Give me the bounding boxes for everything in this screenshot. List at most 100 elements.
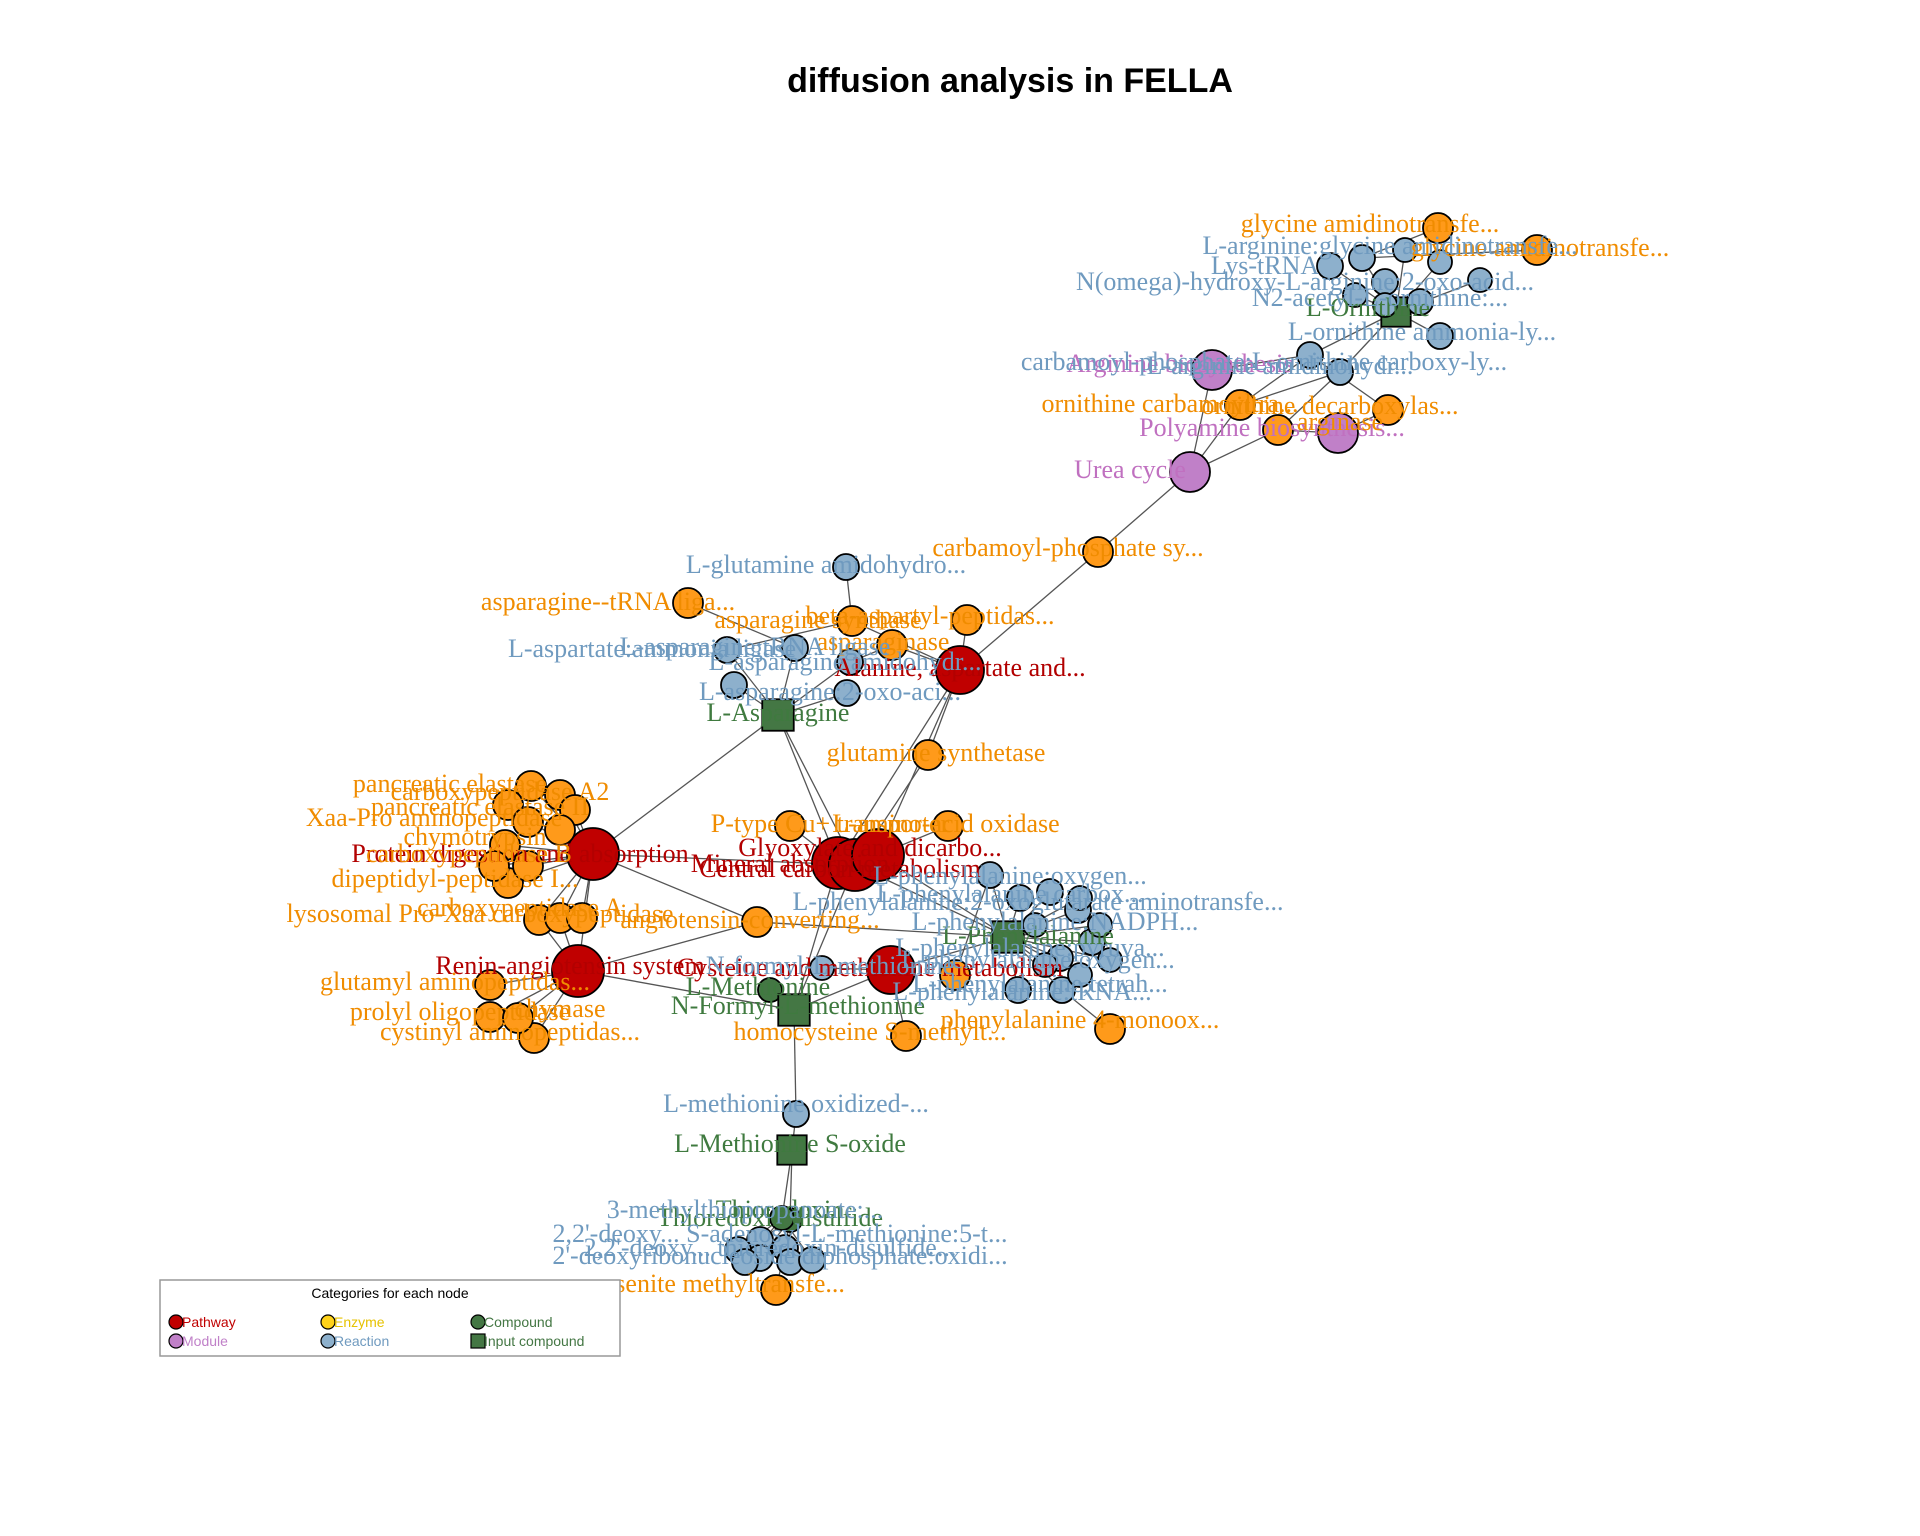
node-label: L-phenylalanine:tRNA...	[892, 977, 1151, 1006]
node-label: Central carbon metabolism	[699, 854, 981, 883]
legend-label: Pathway	[182, 1314, 236, 1330]
node-reaction	[1427, 249, 1453, 275]
node-pathway	[566, 827, 620, 881]
node-reaction	[1048, 976, 1076, 1004]
node-label: 2,2'-deoxy... S-adenosyl-L-methionine:5-…	[552, 1219, 1007, 1248]
node-reaction	[836, 648, 864, 676]
legend-box	[159, 1279, 621, 1357]
node-module	[1169, 451, 1211, 493]
node-label: glycine amidinotransfe...	[1411, 233, 1669, 262]
node-label: L-Methionine	[686, 972, 830, 1001]
node-reaction	[1467, 267, 1493, 293]
node-label: carbamoyl-phosphate:L-ornithine carboxy-…	[1021, 347, 1507, 376]
legend-marker	[168, 1314, 184, 1330]
node-label: Thioredoxin disulfide	[657, 1203, 883, 1232]
node-label: phenylalanine 4-monoox...	[941, 1005, 1220, 1034]
node-label: cystinyl aminopeptidas...	[380, 1017, 640, 1046]
node-label: beta-aspartyl-peptidas...	[805, 601, 1054, 630]
node-label: lysosomal Pro-Xaa carboxypeptidase	[286, 899, 673, 928]
node-label: Urea cycle	[1074, 455, 1186, 484]
node-label: arginase	[1297, 407, 1383, 436]
node-enzyme	[515, 770, 547, 802]
node-reaction	[720, 671, 748, 699]
node-label: asparaginase	[817, 627, 950, 656]
node-compound	[757, 977, 783, 1003]
node-reaction	[1426, 322, 1454, 350]
node-pathway	[851, 828, 905, 882]
node-enzyme	[876, 629, 908, 661]
node-label: carboxypeptidase A	[417, 893, 623, 922]
node-label: glycine amidinotransfe...	[1241, 209, 1499, 238]
node-enzyme	[1372, 394, 1404, 426]
node-enzyme	[1422, 212, 1454, 244]
node-label: L-arginine:glycine amidinotransfe...	[1203, 231, 1578, 260]
node-label: ornithine decarboxylas...	[1201, 391, 1458, 420]
node-enzyme	[951, 604, 983, 636]
node-label: carbamoyl-phosphate sy...	[932, 533, 1203, 562]
node-label: L-phenylalanine:NADPH...	[912, 907, 1199, 936]
node-enzyme	[1521, 234, 1553, 266]
node-enzyme	[890, 1020, 922, 1052]
node-label: 2,2'-deoxy... thioredoxin-disulfide...	[584, 1233, 957, 1262]
node-module	[1317, 412, 1359, 454]
node-label: Protein digestion and absorption	[351, 839, 688, 868]
node-label: dipeptidyl-peptidase I...	[332, 864, 579, 893]
node-label: prolyl oligopeptidase	[350, 997, 570, 1026]
node-label: L-ornithine ammonia-ly...	[1288, 317, 1556, 346]
node-reaction	[1316, 252, 1344, 280]
node-reaction	[1392, 237, 1418, 263]
node-label: L-phenylalanine:pyruva...	[895, 933, 1164, 962]
node-enzyme	[760, 1274, 792, 1306]
node-reaction	[1372, 292, 1398, 318]
node-label: L-phenylalanine,tetrah...	[912, 969, 1168, 998]
node-label: carboxypeptidase B	[366, 839, 572, 868]
legend-label: Compound	[484, 1314, 553, 1330]
edge	[577, 970, 795, 1011]
node-enzyme	[1262, 414, 1294, 446]
edge	[592, 853, 758, 923]
edge	[1239, 371, 1341, 406]
node-label: 3-methylthiopropanoate:...	[607, 1195, 884, 1224]
node-label: asparagine synthase	[714, 605, 921, 634]
node-enzyme	[1082, 536, 1114, 568]
legend-label: Input compound	[484, 1333, 584, 1349]
legend-label: Reaction	[334, 1333, 389, 1349]
legend-label: Enzyme	[334, 1314, 385, 1330]
node-module	[1191, 349, 1233, 391]
node-label: L-amino-acid oxidase	[832, 809, 1059, 838]
edge	[592, 714, 779, 855]
node-layer	[474, 212, 1553, 1306]
node-enzyme	[544, 814, 576, 846]
node-label: L-Phenylalanine	[942, 921, 1114, 950]
node-reaction	[1022, 912, 1048, 938]
node-enzyme	[566, 902, 598, 934]
node-reaction	[1348, 244, 1376, 272]
node-reaction	[1036, 878, 1064, 906]
edge	[837, 669, 961, 864]
node-label: Mineral absorption	[691, 849, 890, 878]
node-label: L-Methionine S-oxide	[674, 1129, 906, 1158]
node-label: 2'-deoxyribonucleoside diphosphate:oxidi…	[552, 1241, 1007, 1270]
node-label: ornithine carbamoyltra...	[1041, 389, 1298, 418]
node-label: N-Formyl-L-methionine	[671, 991, 925, 1020]
node-enzyme	[939, 959, 971, 991]
node-label: N(omega)-hydroxy-L-arginine:2-oxo-acid..…	[1076, 267, 1534, 296]
node-reaction	[1406, 288, 1434, 316]
node-label: Alanine, aspartate and...	[834, 653, 1085, 682]
node-enzyme	[836, 605, 868, 637]
node-label: L-Asparagine	[707, 698, 850, 727]
legend-marker	[320, 1314, 336, 1330]
node-label: Polyamine biosynthesis...	[1139, 413, 1405, 442]
node-label: chymotrypsin	[404, 822, 547, 851]
legend-label: Module	[182, 1333, 228, 1349]
node-label: glutamine synthetase	[827, 738, 1046, 767]
node-reaction	[1326, 358, 1354, 386]
node-label: Thioredoxin	[716, 1195, 845, 1224]
node-label: P-type Cu+ transporter	[711, 809, 950, 838]
node-label: L-phenylalanine:2-oxoglutarate aminotran…	[793, 887, 1284, 916]
edge	[756, 921, 1009, 938]
node-reaction	[1067, 962, 1093, 988]
node-enzyme	[912, 739, 944, 771]
node-label: Renin-angiotensin system	[435, 951, 704, 980]
